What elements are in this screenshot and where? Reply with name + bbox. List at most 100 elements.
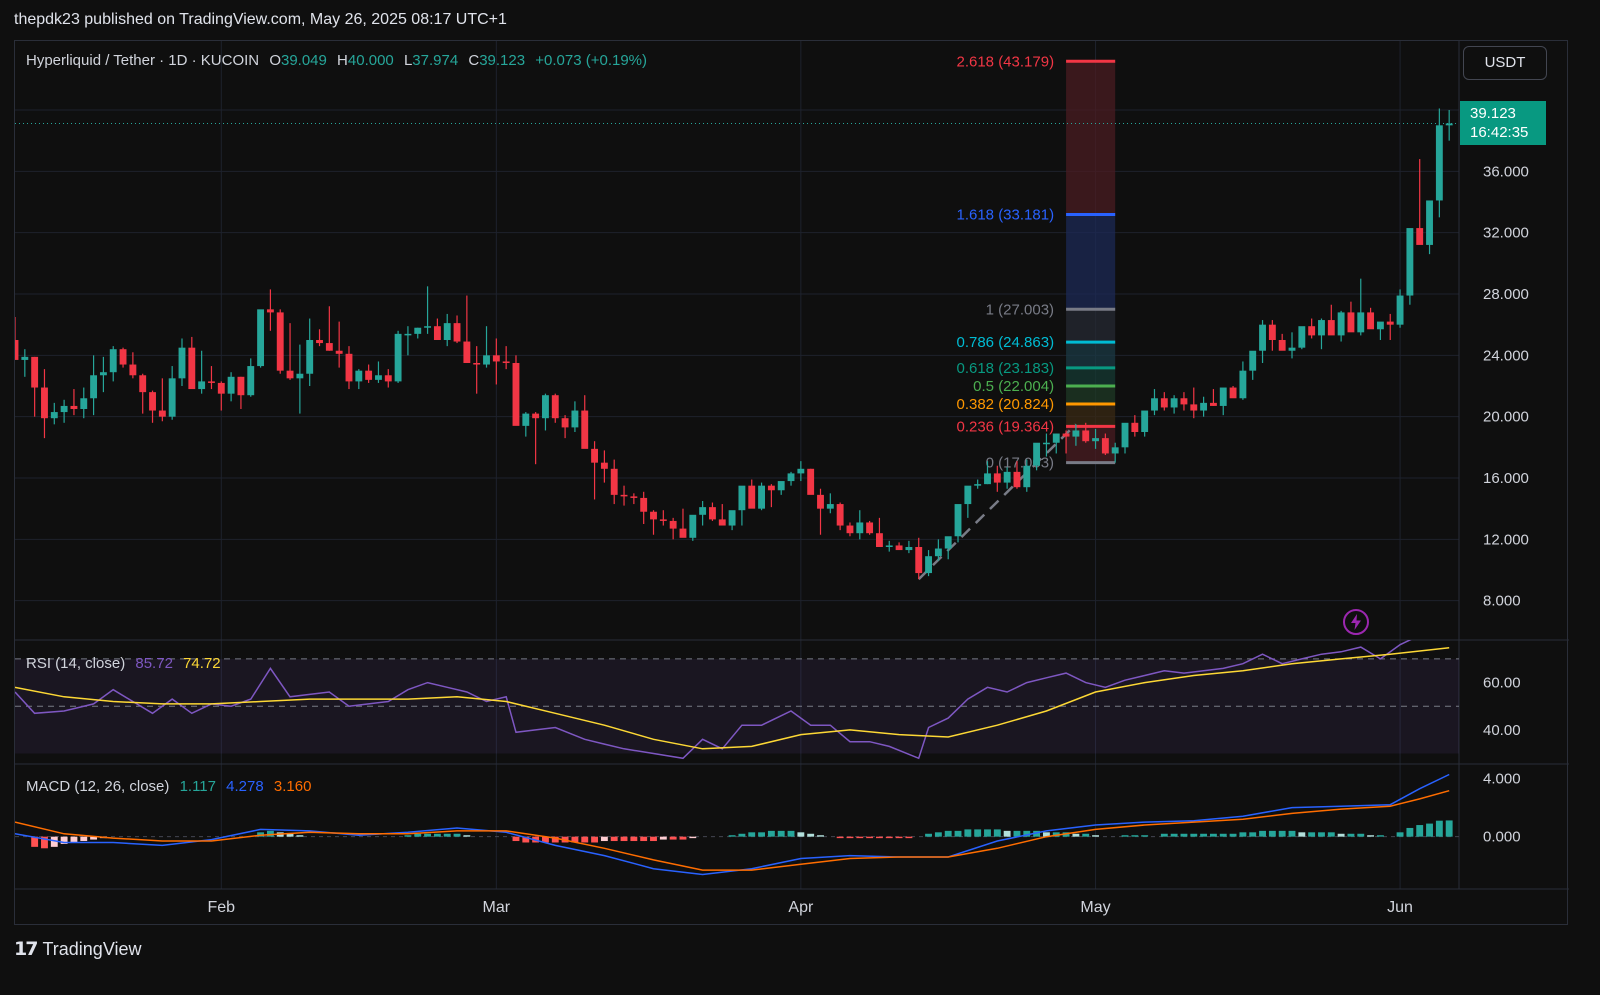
flash-icon[interactable]	[1342, 608, 1370, 636]
candle-body	[1180, 398, 1188, 405]
candle-body	[1072, 430, 1080, 437]
candle-body	[1426, 200, 1433, 245]
candle-body	[856, 522, 864, 534]
macd-hist-bar	[925, 833, 932, 837]
candle-body	[1023, 465, 1031, 488]
macd-hist-bar	[50, 836, 58, 847]
candle-body	[99, 372, 107, 376]
candle-body	[80, 398, 88, 409]
candle-body	[109, 349, 117, 373]
candle-body	[31, 356, 39, 388]
candle-body	[954, 504, 962, 537]
candle-body	[1209, 402, 1217, 406]
candle-body	[1151, 398, 1158, 411]
macd-hist-bar	[1072, 833, 1080, 837]
macd-hist-bar	[728, 835, 736, 837]
candle-body	[1092, 438, 1099, 442]
macd-hist-bar	[777, 830, 785, 837]
fib-zone-6	[1066, 404, 1116, 427]
candle-body	[1131, 422, 1139, 432]
candle-body	[1406, 228, 1414, 296]
candle-body	[944, 536, 952, 549]
price-tick-label: 20.000	[1483, 409, 1529, 426]
symbol-name[interactable]: Hyperliquid / Tether · 1D · KUCOIN	[26, 52, 260, 69]
candle-body	[483, 355, 490, 365]
macd-hist-bar	[1200, 833, 1208, 837]
macd-hist-bar	[1406, 827, 1414, 837]
close-label: C	[468, 52, 480, 69]
candle-body	[286, 370, 294, 379]
chart-frame[interactable]: 40.000 36.000 32.000 28.000 24.000 20.000 16.0…	[14, 40, 1569, 926]
candle-body	[1101, 438, 1109, 454]
candle-body	[659, 519, 667, 521]
candle-body	[542, 395, 549, 419]
candle-body	[964, 485, 972, 505]
macd-legend[interactable]: MACD (12, 26, close) 1.117 4.278 3.160	[26, 778, 311, 795]
candle-body	[817, 494, 824, 509]
fib-zone-5	[1066, 385, 1116, 405]
macd-hist-bar	[433, 833, 441, 837]
candle-body	[70, 405, 78, 409]
candle-body	[512, 363, 520, 426]
chart-canvas[interactable]: 40.000 36.000 32.000 28.000 24.000 20.000 16.0…	[15, 41, 1569, 926]
macd-hist-bar	[1013, 830, 1021, 837]
macd-hist-bar	[787, 830, 795, 837]
footer-brand: 𝟭𝟳 TradingView	[14, 938, 142, 961]
macd-hist-bar	[748, 832, 756, 837]
candle-body	[335, 350, 343, 354]
candle-body	[227, 376, 235, 394]
macd-hist-bar	[866, 836, 874, 839]
candle-body	[522, 413, 530, 426]
macd-hist-bar	[1445, 820, 1453, 837]
candle-body	[129, 364, 137, 376]
macd-hist-bar	[591, 836, 599, 843]
currency-button[interactable]: USDT	[1463, 46, 1547, 80]
candle-body	[1288, 347, 1296, 351]
signal-line-value: 3.160	[273, 778, 312, 795]
candle-body	[1003, 471, 1011, 483]
macd-hist-bar	[1219, 833, 1227, 837]
candle-body	[1042, 442, 1050, 445]
macd-hist-bar	[286, 833, 294, 837]
candle-body	[826, 504, 834, 509]
low-value: 37.974	[412, 52, 459, 69]
macd-hist-bar	[1092, 835, 1099, 837]
rsi-legend[interactable]: RSI (14, close) 85.72 74.72	[26, 655, 221, 672]
x-tick-label: Apr	[788, 899, 814, 916]
candle-body	[1298, 326, 1306, 348]
fib-level-label: 0.236 (19.364)	[956, 418, 1054, 435]
fib-zone-3	[1066, 342, 1116, 368]
price-tick-label: 28.000	[1483, 286, 1529, 303]
macd-hist-bar	[1023, 830, 1031, 837]
candle-body	[630, 496, 638, 498]
macd-hist-bar	[640, 836, 648, 842]
candle-body	[1278, 340, 1286, 351]
candle-body	[1445, 123, 1453, 126]
macd-hist-bar	[60, 836, 68, 844]
published-line: thepdk23 published on TradingView.com, M…	[14, 11, 507, 28]
price-tick-label: 24.000	[1483, 347, 1529, 364]
candle-body	[875, 533, 883, 547]
low-label: L	[403, 52, 413, 69]
macd-hist-bar	[895, 836, 903, 839]
price-tick-label: 32.000	[1483, 225, 1529, 242]
x-tick-label: Feb	[207, 899, 235, 916]
macd-hist-bar	[1170, 833, 1178, 837]
candle-body	[640, 497, 648, 512]
open-label: O	[269, 52, 281, 69]
candle-body	[158, 410, 166, 417]
candle-body	[306, 340, 314, 374]
candle-body	[571, 410, 579, 428]
macd-hist-bar	[1190, 833, 1198, 837]
macd-hist-bar	[1121, 835, 1129, 837]
macd-hist-bar	[807, 833, 815, 837]
macd-hist-bar	[266, 830, 274, 837]
candle-body	[591, 448, 599, 463]
candle-body	[777, 481, 785, 491]
high-value: 40.000	[347, 52, 394, 69]
candle-body	[257, 309, 265, 367]
candle-body	[345, 353, 353, 382]
candle-body	[41, 387, 48, 419]
macd-hist-bar	[679, 836, 687, 840]
fib-zone-1	[1066, 214, 1116, 310]
